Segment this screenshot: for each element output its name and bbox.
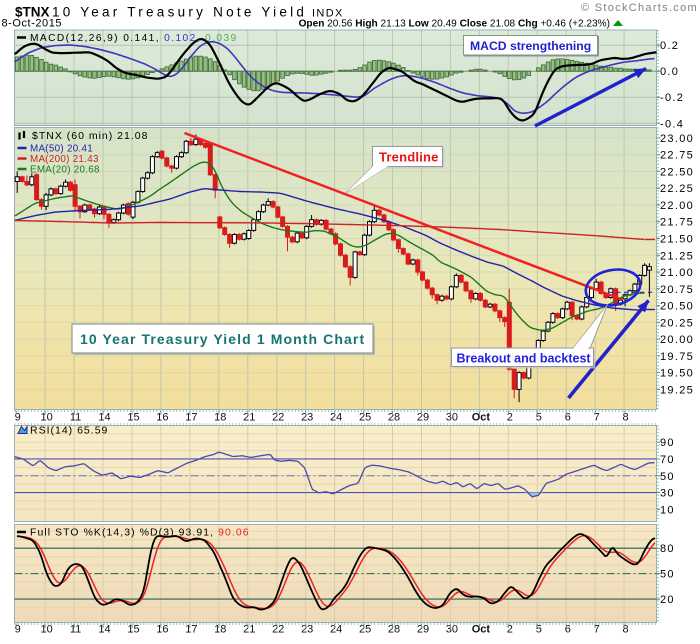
svg-text:MACD strengthening: MACD strengthening (470, 39, 591, 53)
svg-text:29: 29 (417, 412, 429, 424)
svg-text:5: 5 (536, 412, 542, 424)
svg-text:MA(200) 21.43: MA(200) 21.43 (30, 154, 99, 165)
svg-text:16: 16 (156, 412, 168, 424)
svg-text:10: 10 (660, 504, 675, 516)
svg-text:21.75: 21.75 (660, 217, 694, 229)
svg-text:© StockCharts.com: © StockCharts.com (581, 2, 698, 14)
svg-text:25: 25 (359, 624, 371, 636)
svg-text:21.00: 21.00 (660, 267, 694, 279)
svg-text:22.50: 22.50 (660, 166, 694, 178)
svg-text:28: 28 (388, 624, 400, 636)
svg-text:29: 29 (417, 624, 429, 636)
svg-text:17: 17 (185, 624, 197, 636)
svg-text:11: 11 (70, 624, 81, 636)
svg-text:19.50: 19.50 (660, 368, 694, 380)
svg-text:2: 2 (507, 624, 513, 636)
svg-text:$TNX: $TNX (15, 5, 50, 20)
svg-text:15: 15 (127, 624, 139, 636)
svg-text:11: 11 (70, 412, 81, 424)
svg-text:30: 30 (660, 488, 675, 500)
svg-text:19.75: 19.75 (660, 351, 694, 363)
svg-text:14: 14 (98, 412, 110, 424)
svg-text:16: 16 (156, 624, 168, 636)
svg-text:20.75: 20.75 (660, 284, 694, 296)
svg-text:2: 2 (507, 412, 513, 424)
svg-text:25: 25 (359, 412, 371, 424)
svg-text:$TNX (60 min) 21.08: $TNX (60 min) 21.08 (32, 130, 148, 142)
svg-text:Breakout and backtest: Breakout and backtest (457, 352, 592, 366)
svg-text:Open 20.56 High 21.13 Low 20.4: Open 20.56 High 21.13 Low 20.49 Close 21… (299, 19, 610, 30)
svg-text:80: 80 (660, 543, 675, 555)
svg-text:23: 23 (301, 412, 313, 424)
svg-text:21.50: 21.50 (660, 234, 694, 246)
svg-text:24: 24 (330, 624, 342, 636)
svg-text:10: 10 (40, 412, 52, 424)
svg-text:17: 17 (185, 412, 197, 424)
svg-text:Trendline: Trendline (379, 150, 439, 165)
svg-text:7: 7 (594, 412, 600, 424)
svg-text:INDX: INDX (312, 8, 344, 20)
svg-text:10 Year Treasury Yield 1 Month: 10 Year Treasury Yield 1 Month Chart (80, 331, 365, 347)
svg-text:8: 8 (623, 624, 629, 636)
svg-text:30: 30 (446, 624, 458, 636)
svg-text:EMA(20) 20.68: EMA(20) 20.68 (30, 165, 100, 176)
svg-text:7: 7 (594, 624, 600, 636)
svg-text:90: 90 (660, 437, 675, 449)
svg-text:21: 21 (243, 412, 255, 424)
svg-text:RSI(14) 65.59: RSI(14) 65.59 (30, 425, 108, 437)
svg-text:19.25: 19.25 (660, 384, 694, 396)
svg-text:23: 23 (301, 624, 313, 636)
svg-text:5: 5 (536, 624, 542, 636)
svg-text:MACD(12,26,9) 0.141, 0.102, 0.: MACD(12,26,9) 0.141, 0.102, 0.039 (30, 33, 238, 44)
svg-text:10 Year Treasury Note Yield: 10 Year Treasury Note Yield (52, 5, 307, 20)
svg-text:22.00: 22.00 (660, 200, 694, 212)
svg-text:20.50: 20.50 (660, 301, 694, 313)
svg-text:28: 28 (388, 412, 400, 424)
svg-text:21: 21 (243, 624, 255, 636)
svg-text:22: 22 (272, 624, 284, 636)
svg-text:20.00: 20.00 (660, 334, 694, 346)
svg-text:22.25: 22.25 (660, 183, 694, 195)
svg-text:18: 18 (214, 412, 226, 424)
svg-text:6: 6 (565, 624, 571, 636)
svg-text:70: 70 (660, 454, 675, 466)
svg-text:22: 22 (272, 412, 284, 424)
svg-text:8: 8 (623, 412, 629, 424)
svg-text:50: 50 (660, 569, 675, 581)
svg-text:0.2: 0.2 (660, 40, 679, 52)
svg-text:18: 18 (214, 624, 226, 636)
svg-text:30: 30 (446, 412, 458, 424)
svg-text:8-Oct-2015: 8-Oct-2015 (2, 18, 63, 30)
svg-text:24: 24 (330, 412, 342, 424)
svg-text:50: 50 (660, 471, 675, 483)
svg-text:-0.4: -0.4 (660, 118, 684, 130)
svg-text:6: 6 (565, 412, 571, 424)
svg-text:15: 15 (127, 412, 139, 424)
svg-text:9: 9 (15, 412, 21, 424)
svg-text:MA(50) 20.41: MA(50) 20.41 (30, 144, 93, 155)
svg-text:10: 10 (40, 624, 52, 636)
svg-text:Full STO %K(14,3) %D(3) 93.91,: Full STO %K(14,3) %D(3) 93.91, 90.06 (30, 528, 250, 539)
svg-text:23.00: 23.00 (660, 133, 694, 145)
svg-text:Oct: Oct (472, 412, 491, 424)
svg-text:20.25: 20.25 (660, 317, 694, 329)
svg-text:Oct: Oct (472, 624, 491, 636)
svg-text:22.75: 22.75 (660, 150, 694, 162)
svg-text:21.25: 21.25 (660, 250, 694, 262)
svg-text:20: 20 (660, 594, 675, 606)
svg-text:14: 14 (98, 624, 110, 636)
svg-text:0.0: 0.0 (660, 66, 679, 78)
svg-text:-0.2: -0.2 (660, 92, 684, 104)
svg-text:9: 9 (15, 624, 21, 636)
